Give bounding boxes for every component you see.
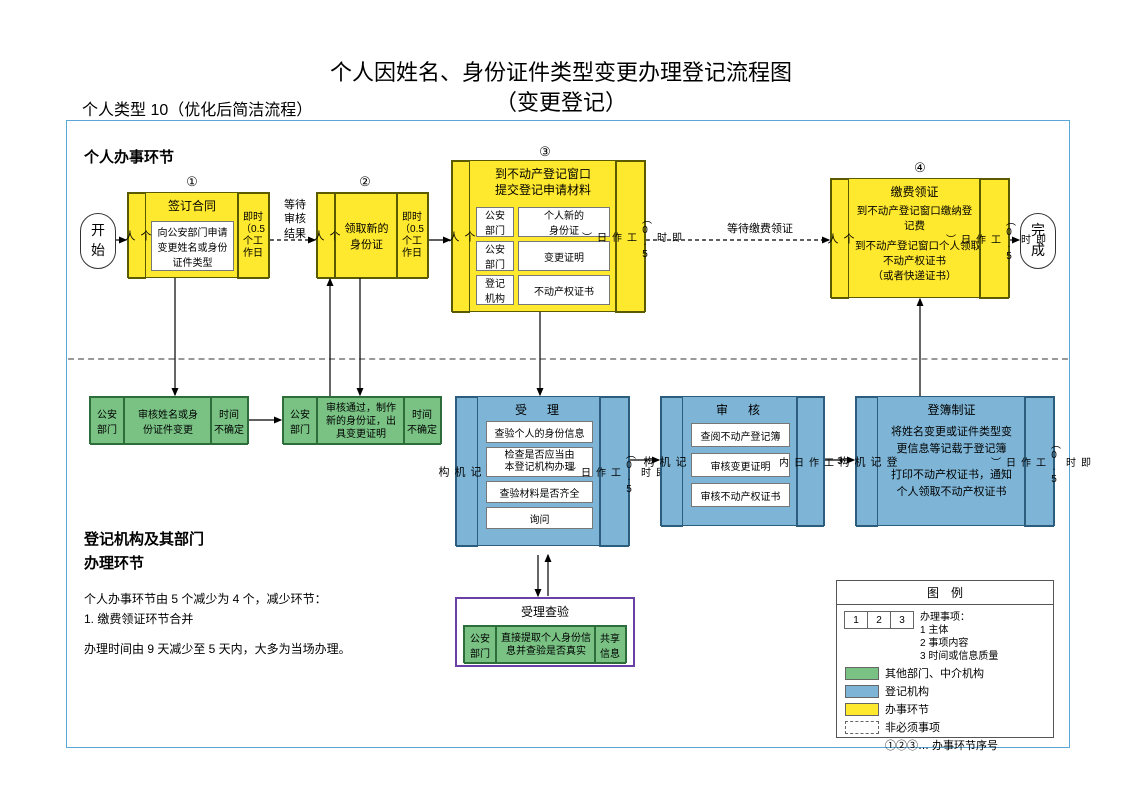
legend-d: 非必须事项 xyxy=(885,719,940,735)
regorg-label: 登 记 机 构 xyxy=(661,397,683,527)
person-label: 个 人 xyxy=(317,193,335,279)
step4-title: 缴费领证 xyxy=(849,179,980,204)
review-i1: 查阅不动产登记簿 xyxy=(691,423,790,447)
audit1-time: 时间 不确定 xyxy=(210,397,248,445)
person-label: 个 人 xyxy=(128,193,146,279)
start-terminal: 开 始 xyxy=(80,213,116,269)
audit2-block: 公安 部门 审核通过，制作 新的身份证，出 具变更证明 时间 不确定 xyxy=(282,396,442,444)
person-label: 个 人 xyxy=(452,161,470,313)
book-block: 登 记 机 构 登簿制证 将姓名变更或证件类型变 更信息等记载于登记簿 打印不动… xyxy=(855,396,1055,526)
step3-block: 个 人 到不动产登记窗口 提交登记申请材料 公安 部门 个人新的 身份证 公安 … xyxy=(451,160,646,312)
review-i3: 审核不动产权证书 xyxy=(691,483,790,507)
note-l2: 1. 缴费领证环节合并 xyxy=(84,610,193,629)
audit2-body: 审核通过，制作 新的身份证，出 具变更证明 xyxy=(317,397,405,445)
book-title: 登簿制证 xyxy=(878,397,1025,422)
step1-body: 向公安部门申请 变更姓名或身份 证件类型 xyxy=(151,221,234,271)
section-divider xyxy=(68,358,1068,360)
person-label: 个 人 xyxy=(831,179,849,299)
verify-body: 直接提取个人身份信 息并查验是否真实 xyxy=(496,626,596,664)
verify-share: 共享 信息 xyxy=(594,626,626,664)
legend-i1: 1 主体 xyxy=(920,624,998,637)
verify-block: 受理查验 公安 部门 直接提取个人身份信 息并查验是否真实 共享 信息 xyxy=(455,597,635,667)
step4-time: 即 时 （0.5 工 作 日 ） xyxy=(979,179,1009,299)
step4-block: 个 人 缴费领证 到不动产登记窗口缴纳登记费 到不动产登记窗口个人领取 不动产权… xyxy=(830,178,1010,298)
step3-r3c1: 登记 机构 xyxy=(476,275,514,305)
book-time: 即 时 （0.5 工 作 日 ） xyxy=(1024,397,1054,527)
audit2-time: 时间 不确定 xyxy=(403,397,441,445)
accept-i1: 查验个人的身份信息 xyxy=(486,421,593,443)
step1-time: 即时 （0.5 个工 作日 xyxy=(237,193,269,279)
legend-i3: 3 时间或信息质量 xyxy=(920,650,998,663)
step3-number: ③ xyxy=(535,144,555,160)
accept-time: 即 时 （0.5 工 作 日 ） xyxy=(599,397,629,547)
step1-block: 个 人 签订合同 向公安部门申请 变更姓名或身份 证件类型 即时 （0.5 个工… xyxy=(127,192,270,278)
review-time: 3 工 作 日 内 xyxy=(796,397,824,527)
accept-title: 受 理 xyxy=(478,397,600,422)
verify-title: 受理查验 xyxy=(457,599,633,624)
legend-panel: 图 例 123 办理事项： 1 主体 2 事项内容 3 时间或信息质量 其他部门… xyxy=(836,580,1054,738)
wait-audit-label: 等待 审核 结果 xyxy=(275,198,315,241)
step3-r3c2: 不动产权证书 xyxy=(518,275,610,305)
legend-g: 其他部门、中介机构 xyxy=(885,665,984,681)
pubsec-label: 公安 部门 xyxy=(90,397,124,445)
legend-s: ①②③… 办事环节序号 xyxy=(885,737,998,753)
step1-title: 签订合同 xyxy=(146,193,238,218)
step3-time: 即 时 （0.5 工 作 日 ） xyxy=(615,161,645,313)
section-bottom-title: 登记机构及其部门 办理环节 xyxy=(84,528,204,576)
pubsec-label: 公安 部门 xyxy=(283,397,317,445)
step3-r1c1: 公安 部门 xyxy=(476,207,514,237)
section-top-title: 个人办事环节 xyxy=(84,146,174,167)
legend-b: 登记机构 xyxy=(885,683,929,699)
accept-block: 登 记 机 构 受 理 查验个人的身份信息 检查是否应当由 本登记机构办理 查验… xyxy=(455,396,630,546)
step2-number: ② xyxy=(355,174,375,190)
regorg-label: 登 记 机 构 xyxy=(456,397,478,547)
review-title: 审 核 xyxy=(683,397,797,422)
legend-title: 图 例 xyxy=(837,581,1053,605)
legend-cells: 123 xyxy=(845,611,914,629)
step4-number: ④ xyxy=(910,160,930,176)
step2-time: 即时 （0.5 个工 作日 xyxy=(396,193,428,279)
legend-y: 办事环节 xyxy=(885,701,929,717)
note-l3: 办理时间由 9 天减少至 5 天内，大多为当场办理。 xyxy=(84,640,351,659)
verify-pubsec: 公安 部门 xyxy=(464,626,496,664)
page-title: 个人因姓名、身份证件类型变更办理登记流程图 xyxy=(0,55,1122,87)
review-block: 登 记 机 构 审 核 查阅不动产登记簿 审核变更证明 审核不动产权证书 3 工… xyxy=(660,396,825,526)
step1-number: ① xyxy=(182,174,202,190)
category-label: 个人类型 10（优化后简洁流程） xyxy=(82,96,312,120)
legend-hdr: 办理事项： xyxy=(920,611,998,624)
step3-r2c1: 公安 部门 xyxy=(476,241,514,271)
note-l1: 个人办事环节由 5 个减少为 4 个，减少环节： xyxy=(84,590,327,609)
audit1-body: 审核姓名或身 份证件变更 xyxy=(124,397,212,445)
accept-i4: 询问 xyxy=(486,507,593,529)
legend-i2: 2 事项内容 xyxy=(920,637,998,650)
wait-pay-label: 等待缴费领证 xyxy=(700,220,820,236)
audit1-block: 公安 部门 审核姓名或身 份证件变更 时间 不确定 xyxy=(89,396,249,444)
regorg-label: 登 记 机 构 xyxy=(856,397,878,527)
step3-title: 到不动产登记窗口 提交登记申请材料 xyxy=(470,161,616,204)
step2-block: 个 人 领取新的 身份证 即时 （0.5 个工 作日 xyxy=(316,192,429,278)
step2-body: 领取新的 身份证 xyxy=(335,193,398,279)
